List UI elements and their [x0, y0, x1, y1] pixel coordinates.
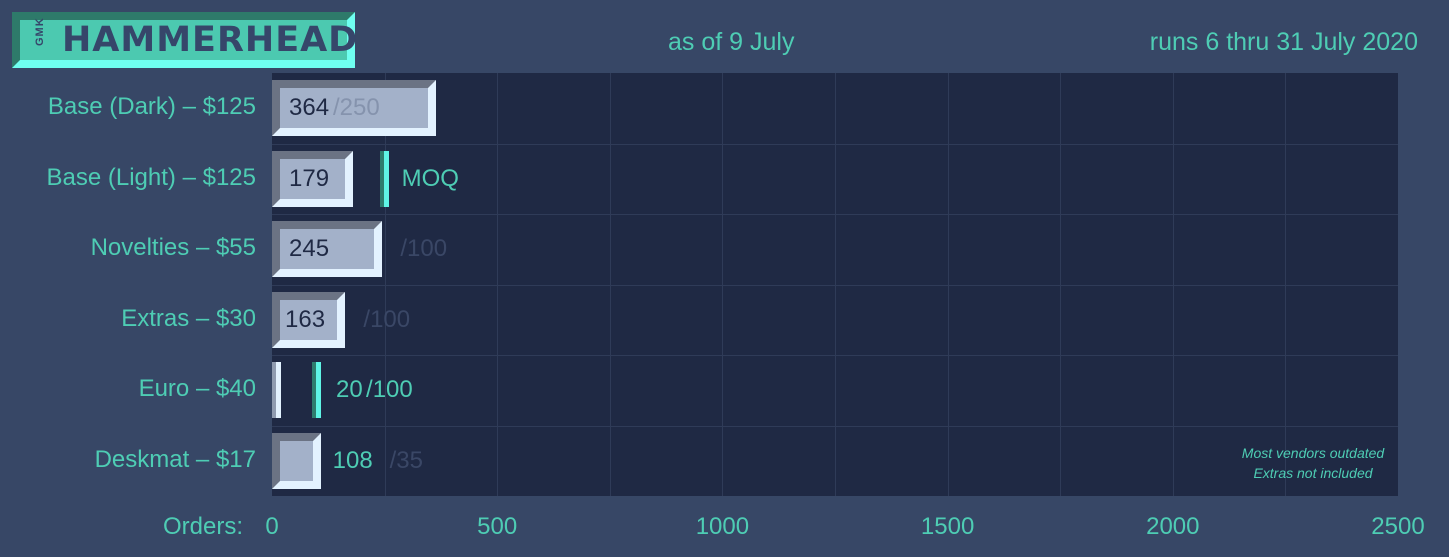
grid-line — [1172, 73, 1174, 496]
x-tick-label: 2500 — [1371, 513, 1425, 540]
grid-line — [1060, 73, 1062, 496]
grid-line — [272, 355, 1398, 356]
moq-marker — [312, 362, 322, 418]
annotation: Most vendors outdated — [1241, 445, 1385, 461]
grid-line — [1285, 73, 1287, 496]
bar — [272, 362, 281, 418]
run-dates: runs 6 thru 31 July 2020 — [1149, 28, 1418, 56]
bar — [272, 80, 436, 136]
moq-label: /35 — [389, 446, 424, 474]
moq-label: /100 — [400, 235, 448, 263]
bar — [272, 291, 346, 348]
moq-label: MOQ — [401, 164, 459, 192]
value-label: 364 — [289, 94, 330, 122]
x-tick-label: 2000 — [1146, 513, 1200, 540]
x-tick-label: 1000 — [695, 513, 750, 540]
logo-prefix: GMK — [34, 17, 46, 46]
category-label: Euro – $40 — [138, 375, 256, 403]
grid-line — [722, 73, 724, 496]
x-axis-label: Orders: — [162, 513, 243, 540]
category-label: Novelties – $55 — [90, 234, 256, 262]
grid-line — [835, 73, 836, 496]
grid-line — [272, 285, 1398, 286]
value-label: 245 — [289, 235, 330, 263]
plot-area — [272, 73, 1398, 496]
x-tick-label: 500 — [477, 513, 518, 540]
value-label: 179 — [289, 164, 330, 192]
value-label: 108 — [332, 446, 373, 474]
grid-line — [272, 426, 1398, 427]
logo: GMK HAMMERHEAD — [12, 12, 359, 68]
logo-text: HAMMERHEAD — [62, 20, 359, 60]
moq-label: /100 — [363, 305, 411, 333]
moq-label: /100 — [366, 376, 413, 404]
x-tick-label: 0 — [265, 513, 279, 540]
value-label: 163 — [285, 305, 326, 333]
category-label: Extras – $30 — [121, 304, 256, 332]
grid-line — [272, 214, 1398, 215]
grid-line — [497, 73, 499, 496]
category-label: Base (Light) – $125 — [46, 163, 256, 191]
bar — [272, 432, 321, 489]
grid-line — [609, 73, 611, 496]
bar — [272, 150, 353, 207]
moq-marker — [379, 150, 389, 207]
moq-label: /250 — [333, 94, 380, 122]
as-of-date: as of 9 July — [668, 28, 795, 56]
x-tick-label: 1500 — [920, 513, 975, 540]
grid-line — [384, 73, 386, 496]
category-label: Deskmat – $17 — [94, 445, 256, 473]
grid-line — [947, 73, 949, 496]
annotation: Extras not included — [1253, 465, 1373, 481]
value-label: 20 — [336, 376, 363, 404]
grid-line — [272, 144, 1398, 145]
bar — [272, 221, 383, 277]
category-label: Base (Dark) – $125 — [47, 93, 256, 121]
